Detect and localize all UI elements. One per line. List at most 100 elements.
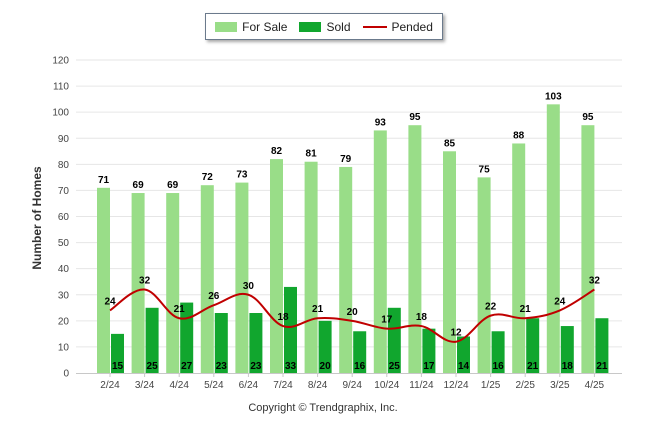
data-labels: 71 15 69 25 69 27 72 23 73 23 82 33 81 20 79 16 93 25 95 17…: [98, 91, 608, 372]
for-sale-data-label: 93: [375, 117, 387, 128]
for-sale-data-label: 73: [236, 170, 248, 181]
sold-bar: [111, 333, 124, 373]
sold-bar: [214, 313, 228, 373]
for-sale-bar: [270, 159, 283, 373]
sold-bar: [180, 302, 194, 373]
pended-data-label: 24: [554, 296, 566, 307]
y-tick-label: 40: [58, 264, 70, 275]
legend-label-pended: Pended: [391, 19, 433, 34]
sold-bar: [284, 286, 297, 373]
pended-data-label: 30: [243, 281, 255, 292]
sold-data-label: 23: [250, 361, 262, 372]
axes: 0 10 20 30 40 50 60 70 80 90 100 110 120 2/24 3/24 4/24…: [52, 56, 622, 391]
for-sale-data-label: 95: [409, 112, 421, 123]
for-sale-bar: [581, 125, 595, 373]
sold-data-label: 27: [181, 361, 193, 372]
y-tick-label: 0: [63, 369, 69, 380]
sold-bar: [145, 307, 159, 373]
for-sale-bar: [546, 104, 560, 373]
for-sale-bar: [304, 161, 318, 373]
for-sale-data-label: 81: [306, 149, 318, 160]
for-sale-data-label: 71: [98, 175, 110, 186]
pended-data-label: 32: [139, 276, 151, 287]
x-tick-label: 3/25: [550, 380, 570, 391]
sold-data-label: 21: [527, 361, 539, 372]
for-sale-data-label: 95: [582, 112, 594, 123]
sold-data-label: 20: [320, 361, 332, 372]
x-tick-label: 10/24: [374, 380, 399, 391]
for-sale-swatch: [215, 21, 238, 32]
x-tick-label: 2/24: [100, 380, 120, 391]
x-tick-label: 8/24: [308, 380, 328, 391]
x-tick-label: 4/24: [169, 380, 189, 391]
y-tick-label: 60: [58, 212, 70, 223]
x-tick-label: 4/25: [585, 380, 605, 391]
legend-item-for-sale[interactable]: For Sale: [215, 20, 287, 34]
sold-bar: [560, 326, 574, 373]
bars: [97, 104, 609, 373]
sold-data-label: 25: [147, 361, 159, 372]
pended-data-label: 12: [450, 328, 462, 339]
for-sale-data-label: 72: [202, 172, 214, 183]
pended-data-label: 18: [416, 312, 428, 323]
for-sale-data-label: 69: [133, 180, 145, 191]
for-sale-data-label: 75: [479, 164, 491, 175]
for-sale-bar: [373, 130, 387, 373]
sold-data-label: 15: [112, 361, 124, 372]
for-sale-data-label: 88: [513, 130, 525, 141]
sold-bar: [595, 318, 609, 373]
for-sale-bar: [235, 182, 249, 373]
sold-data-label: 21: [596, 361, 608, 372]
for-sale-bar: [131, 193, 145, 373]
y-tick-label: 80: [58, 160, 70, 171]
sold-bar: [387, 307, 401, 373]
for-sale-data-label: 82: [271, 146, 283, 157]
pended-data-label: 17: [381, 315, 393, 326]
pended-data-label: 22: [485, 302, 497, 313]
y-tick-label: 30: [58, 290, 70, 301]
y-tick-label: 110: [53, 82, 69, 93]
copyright-text: Copyright © Trendgraphix, Inc.: [248, 402, 398, 414]
sold-bar: [249, 313, 263, 373]
x-tick-label: 3/24: [135, 380, 155, 391]
for-sale-bar: [166, 193, 180, 373]
sold-bar: [318, 320, 332, 373]
legend-item-sold[interactable]: Sold: [299, 20, 351, 34]
y-tick-label: 10: [58, 342, 70, 353]
y-tick-label: 20: [58, 316, 70, 327]
y-tick-label: 90: [58, 134, 70, 145]
pended-data-label: 20: [347, 307, 359, 318]
y-tick-label: 50: [58, 238, 70, 249]
y-tick-label: 70: [58, 186, 70, 197]
x-tick-label: 12/24: [443, 380, 468, 391]
sold-bar: [457, 336, 470, 373]
for-sale-bar: [443, 151, 456, 373]
for-sale-bar: [512, 143, 526, 373]
legend-item-pended[interactable]: Pended: [362, 19, 433, 34]
for-sale-bar: [200, 185, 214, 373]
sold-bar: [353, 331, 367, 373]
for-sale-bar: [477, 177, 491, 373]
legend-label-for-sale: For Sale: [242, 19, 288, 34]
for-sale-bar: [97, 187, 110, 373]
sold-data-label: 18: [562, 361, 574, 372]
x-tick-label: 6/24: [239, 380, 259, 391]
for-sale-data-label: 69: [167, 180, 179, 191]
sold-data-label: 23: [216, 361, 228, 372]
sold-bar: [526, 318, 540, 373]
sold-data-label: 16: [493, 361, 505, 372]
for-sale-data-label: 103: [545, 91, 562, 102]
x-tick-label: 2/25: [515, 380, 535, 391]
x-tick-label: 9/24: [342, 380, 362, 391]
x-tick-label: 5/24: [204, 380, 224, 391]
x-tick-label: 1/25: [481, 380, 501, 391]
for-sale-bar: [408, 125, 422, 373]
sold-data-label: 17: [423, 361, 435, 372]
legend: For Sale Sold Pended: [205, 13, 443, 40]
y-tick-label: 120: [52, 56, 69, 67]
sold-data-label: 16: [354, 361, 366, 372]
pended-data-label: 24: [104, 296, 116, 307]
for-sale-bar: [339, 166, 353, 373]
pended-data-label: 18: [277, 312, 289, 323]
